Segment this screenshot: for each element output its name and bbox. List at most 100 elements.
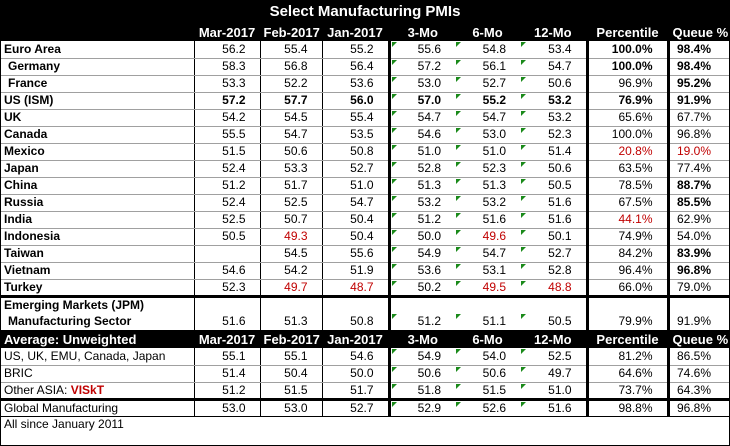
column-header: Feb-2017 (259, 330, 322, 348)
row-label: France (1, 75, 194, 93)
table-cell: 53.3 (259, 160, 322, 178)
row-label: Euro Area (1, 41, 194, 59)
table-cell: 51.1 (455, 313, 520, 330)
table-cell: 100.0% (585, 126, 668, 144)
column-header: 12-Mo (520, 330, 587, 348)
column-header: 6-Mo (455, 330, 520, 348)
table-cell: 50.4 (321, 211, 389, 229)
table-cell: 57.2 (193, 92, 260, 110)
table-cell: 50.5 (193, 228, 260, 246)
table-cell: 56.0 (321, 92, 389, 110)
table-cell: 76.9% (585, 92, 668, 110)
table-cell: 55.5 (193, 126, 260, 144)
table-cell: 56.4 (321, 58, 389, 76)
table-cell: 54.9 (387, 348, 455, 366)
table-cell: 55.4 (321, 109, 389, 127)
em-label: Manufacturing Sector (8, 314, 132, 328)
pmi-table: Select Manufacturing PMIs Mar-2017 Feb-20… (1, 1, 729, 433)
empty-cell (259, 294, 322, 313)
table-cell: 81.2% (585, 348, 668, 366)
title-row: Select Manufacturing PMIs (1, 1, 729, 23)
row-label-highlight: VISkT (70, 382, 105, 397)
table-cell (193, 245, 260, 263)
table-cell: 51.6 (455, 211, 520, 229)
table-cell: 51.0 (387, 143, 455, 161)
row-label: Vietnam (1, 262, 194, 280)
table-cell: 54.5 (259, 109, 322, 127)
table-cell: 95.2% (666, 75, 729, 93)
table-cell: 51.6 (520, 211, 587, 229)
table-row: US (ISM) 57.2 57.7 56.0 57.0 55.2 53.2 76.9% 91.… (1, 92, 729, 110)
table-cell: 57.2 (387, 58, 455, 76)
table-cell: 48.8 (520, 279, 587, 297)
table-cell: 74.6% (666, 365, 729, 383)
table-cell: 96.8% (666, 262, 729, 280)
table-row: Indonesia 50.5 49.3 50.4 50.0 49.6 50.1 74.9% 54… (1, 228, 729, 246)
table-cell: 66.0% (585, 279, 668, 297)
table-cell: 51.2 (193, 177, 260, 195)
row-label-text: Other ASIA: (4, 382, 71, 397)
em-label: Emerging Markets (JPM) (1, 294, 194, 313)
global-row: Global Manufacturing 53.0 53.0 52.7 52.9 52.6… (1, 397, 729, 416)
table-cell: 51.5 (259, 382, 322, 400)
row-label: Mexico (1, 143, 194, 161)
em-row-label: Emerging Markets (JPM) (1, 294, 729, 313)
table-cell: 54.0% (666, 228, 729, 246)
table-cell: 54.7 (259, 126, 322, 144)
table-cell: 50.6 (259, 143, 322, 161)
table-cell: 57.0 (387, 92, 455, 110)
table-cell: 53.0 (387, 75, 455, 93)
table-cell: 73.7% (585, 382, 668, 400)
table-cell: 100.0% (585, 58, 668, 76)
table-cell: 63.5% (585, 160, 668, 178)
table-cell: 52.7 (321, 397, 389, 416)
table-row: Germany 58.3 56.8 56.4 57.2 56.1 54.7 100.0% 98.… (1, 58, 729, 76)
table-cell: 53.2 (455, 194, 520, 212)
average-row: BRIC 51.4 50.4 50.0 50.6 50.6 49.7 64.6% 74.6% (1, 365, 729, 383)
table-cell: 51.4 (193, 365, 260, 383)
table-cell: 44.1% (585, 211, 668, 229)
column-header: Feb-2017 (259, 23, 322, 41)
empty-cell (321, 294, 389, 313)
table-cell: 51.6 (520, 397, 587, 416)
table-cell: 98.8% (585, 397, 668, 416)
table-cell: 91.9% (666, 92, 729, 110)
table-cell: 67.5% (585, 194, 668, 212)
table-cell: 54.7 (387, 109, 455, 127)
table-cell: 50.6 (455, 365, 520, 383)
table-cell: 53.1 (455, 262, 520, 280)
table-cell: 50.5 (520, 177, 587, 195)
table-cell: 51.7 (259, 177, 322, 195)
table-cell: 52.2 (259, 75, 322, 93)
table-cell: 54.9 (387, 245, 455, 263)
table-cell: 91.9% (666, 313, 729, 330)
table-cell: 51.2 (387, 211, 455, 229)
table-row: Mexico 51.5 50.6 50.8 51.0 51.0 51.4 20.8% 19.0% (1, 143, 729, 161)
empty-cell (666, 294, 729, 313)
column-header: Jan-2017 (321, 23, 389, 41)
table-row: Euro Area 56.2 55.4 55.2 55.6 54.8 53.4 100.0% 9… (1, 41, 729, 59)
table-cell: 65.6% (585, 109, 668, 127)
table-row: India 52.5 50.7 50.4 51.2 51.6 51.6 44.1% 62.9% (1, 211, 729, 229)
table-row: UK 54.2 54.5 55.4 54.7 54.7 53.2 65.6% 67.7% (1, 109, 729, 127)
table-cell: 54.8 (455, 41, 520, 59)
table-cell: 51.3 (259, 313, 322, 330)
table-cell: 51.6 (520, 194, 587, 212)
table-cell: 77.4% (666, 160, 729, 178)
table-cell: 96.4% (585, 262, 668, 280)
table-cell: 54.7 (455, 245, 520, 263)
table-cell: 49.7 (520, 365, 587, 383)
row-label: India (1, 211, 194, 229)
table-row: France 53.3 52.2 53.6 53.0 52.7 50.6 96.9% 95.2% (1, 75, 729, 93)
table-cell: 53.6 (321, 75, 389, 93)
row-label: Taiwan (1, 245, 194, 263)
table-cell: 84.2% (585, 245, 668, 263)
table-cell: 52.8 (520, 262, 587, 280)
column-header: Percentile (585, 23, 668, 41)
table-cell: 58.3 (193, 58, 260, 76)
table-cell: 54.6 (321, 348, 389, 366)
table-cell: 51.0 (321, 177, 389, 195)
row-label: Germany (1, 58, 194, 76)
table-cell: 54.7 (520, 58, 587, 76)
table-cell: 50.6 (520, 160, 587, 178)
